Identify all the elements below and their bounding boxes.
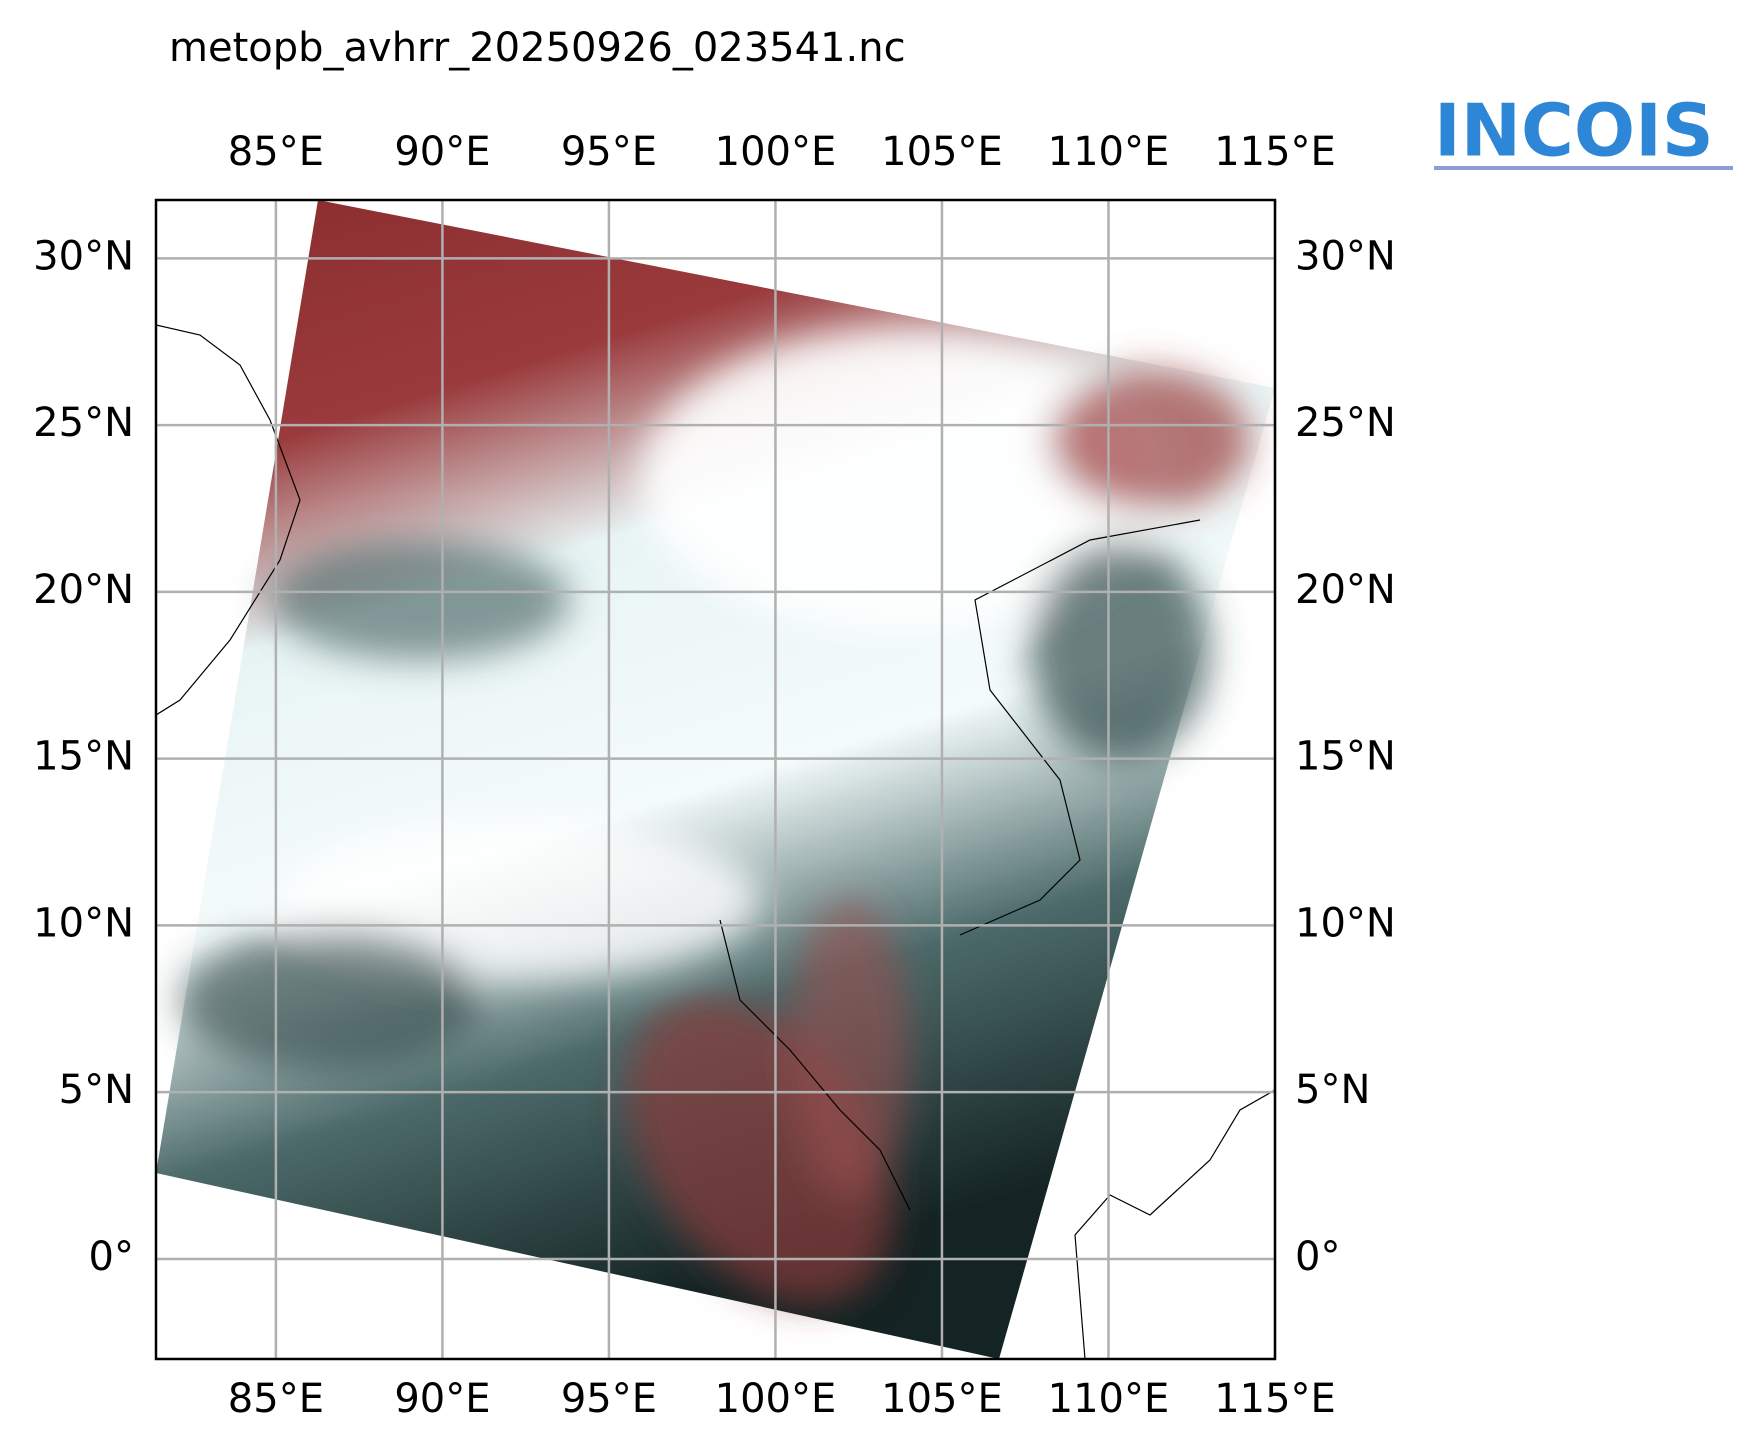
y-tick-label: 20°N xyxy=(1295,567,1396,613)
y-tick-label: 0° xyxy=(1295,1234,1340,1280)
y-tick-label: 0° xyxy=(89,1234,134,1280)
cloud-texture xyxy=(180,330,1250,1303)
y-tick-label: 25°N xyxy=(1295,400,1396,446)
x-tick-label: 90°E xyxy=(394,129,490,175)
coastline xyxy=(959,519,1201,936)
x-tick-label: 110°E xyxy=(1048,1376,1170,1422)
y-tick-label: 30°N xyxy=(1295,233,1396,279)
y-tick-label: 20°N xyxy=(33,567,134,613)
y-tick-label: 15°N xyxy=(1295,734,1396,780)
x-tick-label: 95°E xyxy=(561,129,657,175)
x-tick-label: 115°E xyxy=(1214,1376,1336,1422)
x-tick-label: 115°E xyxy=(1214,129,1336,175)
x-tick-label: 90°E xyxy=(394,1376,490,1422)
y-tick-label: 5°N xyxy=(59,1067,134,1113)
x-tick-label: 110°E xyxy=(1048,129,1170,175)
y-tick-label: 10°N xyxy=(1295,900,1396,946)
x-tick-label: 105°E xyxy=(881,129,1003,175)
x-tick-label: 85°E xyxy=(228,1376,324,1422)
y-tick-label: 10°N xyxy=(33,900,134,946)
x-tick-label: 85°E xyxy=(228,129,324,175)
coastline xyxy=(156,324,301,716)
coastline xyxy=(1074,1089,1275,1359)
y-tick-label: 15°N xyxy=(33,734,134,780)
y-tick-label: 30°N xyxy=(33,233,134,279)
y-tick-label: 25°N xyxy=(33,400,134,446)
y-tick-label: 5°N xyxy=(1295,1067,1370,1113)
map-frame xyxy=(154,198,1277,1361)
coastlines xyxy=(156,324,1275,1359)
x-tick-label: 95°E xyxy=(561,1376,657,1422)
x-tick-label: 105°E xyxy=(881,1376,1003,1422)
x-tick-label: 100°E xyxy=(715,1376,837,1422)
tick-labels: 85°E 85°E 90°E 90°E 95°E 95°E 100°E 100°E 105°E 1… xyxy=(33,129,1396,1422)
imagery xyxy=(156,200,1275,1359)
logo-text: INCOIS xyxy=(1434,89,1714,173)
title: metopb_avhrr_20250926_023541.nc xyxy=(169,25,906,71)
coastline xyxy=(719,919,911,1211)
logo: INCOIS xyxy=(1434,89,1733,173)
x-tick-label: 100°E xyxy=(715,129,837,175)
